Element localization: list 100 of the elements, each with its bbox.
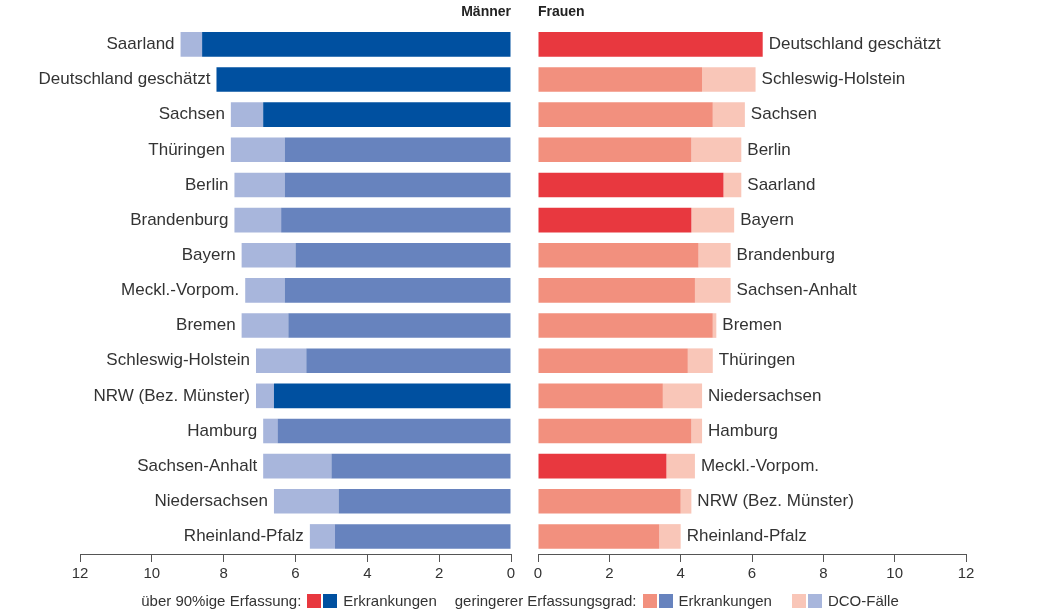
bar <box>538 207 692 233</box>
bar <box>245 278 285 303</box>
bar <box>230 137 285 163</box>
text: über 90%ige Erfassung: <box>141 592 302 609</box>
x-tick-label: 6 <box>747 564 757 582</box>
y-tick-label: Berlin <box>184 174 229 194</box>
y-tick-label: Meckl.-Vorpom. <box>700 455 820 475</box>
x-tick-label: 8 <box>219 564 228 582</box>
y-tick-label: Deutschland geschätzt <box>38 69 211 89</box>
y-tick-label: Niedersachsen <box>708 385 822 405</box>
bar <box>712 102 745 127</box>
y-tick-label: Bremen <box>176 315 236 335</box>
x-tick-label: 2 <box>434 564 444 582</box>
bar <box>691 137 742 163</box>
y-tick-label: Saarland <box>106 34 175 54</box>
bar <box>538 418 692 444</box>
x-tick-label: 8 <box>819 564 828 582</box>
x-tick-label: 12 <box>71 564 89 582</box>
bar <box>691 207 735 233</box>
y-tick-label: Brandenburg <box>130 209 229 229</box>
legend-label: Erkrankungen <box>343 592 437 609</box>
y-tick-label: Niedersachsen <box>154 490 268 510</box>
y-tick-label: Sachsen <box>158 104 225 124</box>
x-tick-label: 2 <box>605 564 614 582</box>
bar <box>180 32 203 57</box>
bar <box>538 488 681 514</box>
bar <box>309 524 336 549</box>
y-tick-label: Bayern <box>181 244 236 264</box>
bar <box>538 383 663 409</box>
bar <box>538 278 695 303</box>
bar <box>691 418 703 444</box>
text: geringerer Erfassungsgrad: <box>454 592 637 609</box>
bar <box>538 172 724 198</box>
bar <box>723 172 742 198</box>
legend-label: DCO-Fälle <box>827 592 899 609</box>
y-tick-label: Schleswig-Holstein <box>761 69 906 89</box>
bar <box>202 32 511 57</box>
bar <box>241 242 296 268</box>
x-tick-label: 0 <box>533 564 543 582</box>
y-tick-label: Sachsen-Anhalt <box>736 280 857 300</box>
y-tick-label: Bremen <box>722 315 782 335</box>
chart-title: Männer <box>461 3 512 20</box>
bar <box>306 348 511 373</box>
y-tick-label: Meckl.-Vorpom. <box>121 280 240 300</box>
bar <box>666 453 695 479</box>
x-tick-label: 10 <box>886 564 904 582</box>
bar <box>538 32 763 57</box>
bar <box>273 488 339 514</box>
bar <box>234 172 285 198</box>
y-tick-label: Bayern <box>740 209 795 229</box>
bar <box>263 102 511 127</box>
bar <box>216 67 511 92</box>
x-tick-label: 4 <box>676 564 685 582</box>
y-tick-label: Hamburg <box>708 420 778 440</box>
bar <box>538 137 692 163</box>
y-tick-label: NRW (Bez. Münster) <box>93 385 250 405</box>
bar <box>538 242 699 268</box>
y-tick-label: Rheinland-Pfalz <box>686 526 807 546</box>
bar <box>659 524 681 549</box>
bar <box>281 207 511 233</box>
bar <box>230 102 264 127</box>
bar <box>338 488 511 514</box>
x-tick-label: 0 <box>506 564 516 582</box>
bar <box>288 313 511 338</box>
bar <box>702 67 756 92</box>
x-tick-label: 12 <box>957 564 975 582</box>
x-tick-label: 4 <box>363 564 372 582</box>
bar <box>687 348 713 373</box>
bar <box>295 242 511 268</box>
bar <box>277 418 511 444</box>
bar <box>284 137 511 163</box>
bar <box>263 418 278 444</box>
bar <box>284 278 511 303</box>
y-tick-label: Berlin <box>747 139 791 159</box>
legend-label: Erkrankungen <box>678 592 772 609</box>
bar <box>538 524 660 549</box>
y-tick-label: Thüringen <box>148 139 225 159</box>
y-tick-label: Brandenburg <box>736 244 835 264</box>
bar <box>698 242 731 268</box>
bar <box>331 453 511 479</box>
y-tick-label: NRW (Bez. Münster) <box>697 490 854 510</box>
y-tick-label: Sachsen <box>750 104 818 124</box>
bar <box>234 207 282 233</box>
bar <box>255 383 274 409</box>
bar <box>255 348 307 373</box>
bar <box>263 453 332 479</box>
bar <box>680 488 692 514</box>
bar <box>538 313 713 338</box>
bar <box>273 383 511 409</box>
y-tick-label: Rheinland-Pfalz <box>183 526 304 546</box>
x-tick-label: 10 <box>143 564 161 582</box>
bar <box>538 102 713 127</box>
x-tick-label: 6 <box>291 564 300 582</box>
bar <box>538 67 703 92</box>
y-tick-label: Schleswig-Holstein <box>106 350 250 370</box>
y-tick-label: Hamburg <box>187 420 258 440</box>
y-tick-label: Deutschland geschätzt <box>768 34 941 54</box>
bar <box>538 348 688 373</box>
y-tick-label: Thüringen <box>718 350 796 370</box>
bar <box>694 278 731 303</box>
